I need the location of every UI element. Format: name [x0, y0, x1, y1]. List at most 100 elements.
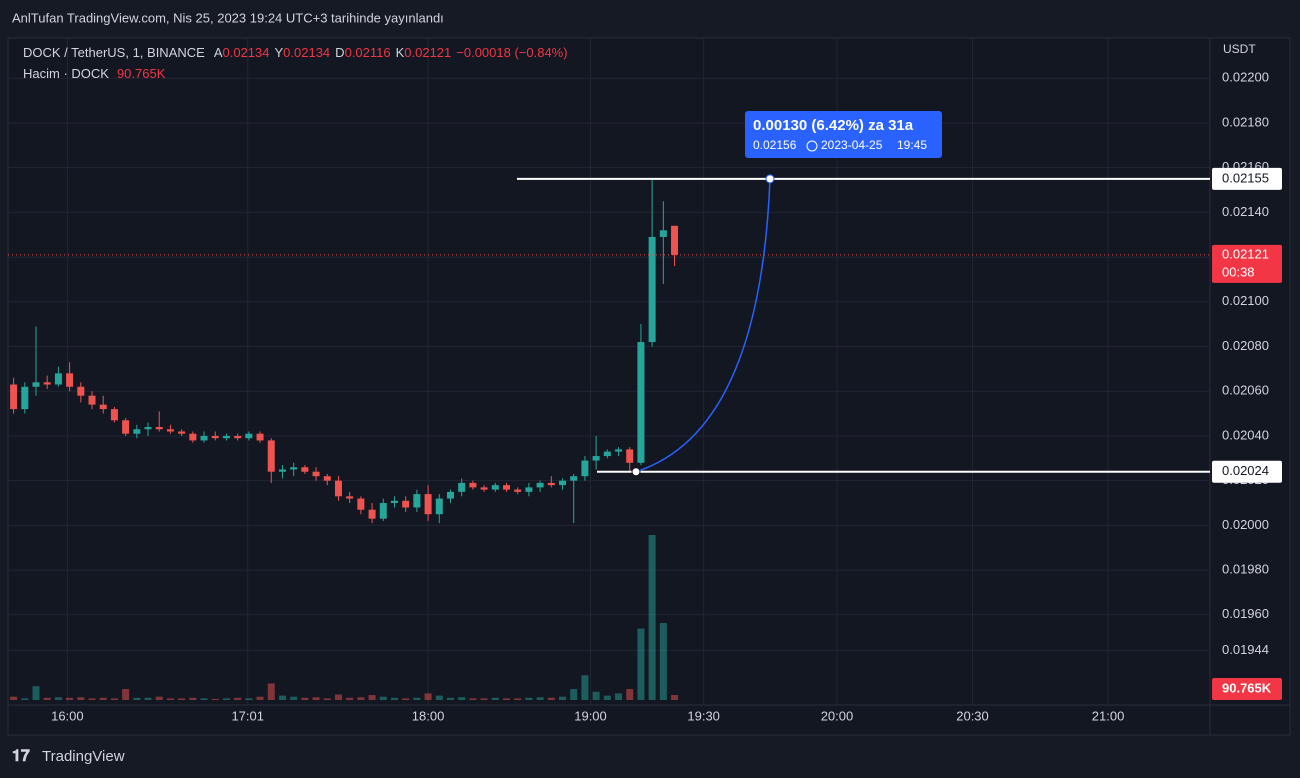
volume-bar — [446, 697, 454, 700]
line-price-badge — [1212, 460, 1282, 483]
logo: 𝟏𝟕 TradingView — [12, 748, 125, 765]
volume-bar — [88, 698, 96, 700]
candle-body — [592, 456, 600, 461]
y-tick-label: 0.01980 — [1222, 562, 1269, 577]
current-price-badge — [1212, 244, 1282, 283]
volume-bar — [480, 698, 488, 700]
grid — [8, 38, 1210, 705]
volume-bar — [166, 698, 174, 700]
candle-body — [390, 500, 398, 504]
volume-bar — [99, 697, 107, 700]
candle-body — [200, 435, 208, 441]
candle-body — [245, 433, 253, 439]
ohlc-label: D — [335, 45, 344, 60]
candle-body — [379, 503, 387, 519]
measure-box — [745, 111, 942, 158]
candle-body — [502, 485, 510, 490]
volume-bar — [290, 696, 298, 700]
candle-body — [615, 449, 623, 452]
volume-bar — [256, 696, 264, 700]
candle-body — [357, 498, 365, 510]
x-tick-label: 17:01 — [231, 708, 264, 723]
line-price: 0.02155 — [1222, 170, 1269, 185]
candle-body — [32, 382, 40, 387]
candle-body — [54, 373, 62, 385]
currency: USDT — [1223, 42, 1256, 56]
measure-text: 0.00130 (6.42%) za 31a — [753, 117, 914, 134]
candle-body — [626, 449, 634, 463]
candle-body — [413, 494, 421, 508]
line-price: 0.02024 — [1222, 463, 1269, 478]
volume-bar — [435, 695, 443, 700]
candle-body — [424, 494, 432, 515]
volume-bar — [155, 696, 163, 700]
candle-body — [178, 431, 186, 434]
candle-body — [637, 342, 645, 463]
volume-bar — [334, 694, 342, 700]
volume-bar — [222, 698, 230, 700]
candle-body — [122, 420, 130, 434]
candle-body — [603, 451, 611, 457]
candle-body — [99, 404, 107, 410]
candle-body — [267, 440, 275, 472]
candle-body — [334, 480, 342, 497]
legend-title: DOCK / TetherUS, 1, BINANCE A0.02134 Y0.02… — [23, 45, 568, 60]
volume-bar — [502, 698, 510, 700]
volume-bar — [659, 623, 667, 700]
volume-bar — [200, 698, 208, 700]
candle-body — [368, 509, 376, 519]
candle-body — [144, 427, 152, 430]
volume-bar — [267, 683, 275, 700]
volume-bar — [514, 698, 522, 700]
volume-bar — [77, 697, 85, 700]
candle-body — [346, 496, 354, 499]
volume-bar — [234, 697, 242, 700]
candle-body — [88, 395, 96, 405]
candle-body — [570, 476, 578, 481]
volume-bar — [637, 628, 645, 700]
candle-body — [222, 435, 230, 439]
candle-body — [559, 480, 567, 486]
volume-bar — [603, 695, 611, 700]
volume-bar — [648, 535, 656, 700]
candle-body — [278, 469, 286, 472]
volume-last: 90.765K — [1222, 680, 1272, 695]
volume-bar — [133, 697, 141, 700]
volume-bar — [178, 698, 186, 700]
volume-bar — [671, 695, 679, 700]
y-tick-label: 0.01960 — [1222, 606, 1269, 621]
candle-body — [290, 467, 298, 470]
volume-bar — [424, 693, 432, 700]
volume-bar — [122, 689, 130, 700]
volume-name: Hacim · DOCK — [23, 66, 109, 81]
candle-body — [446, 491, 454, 499]
volume-bar — [357, 697, 365, 700]
logo-mark: 𝟏𝟕 — [12, 748, 30, 765]
candle-body — [514, 489, 522, 492]
y-tick-label: 0.02180 — [1222, 114, 1269, 129]
candle-body — [491, 485, 499, 490]
volume-bar — [536, 697, 544, 700]
candle-body — [301, 467, 309, 472]
candle-body — [469, 482, 477, 488]
ohlc-label: A — [214, 45, 223, 60]
volume-bar — [66, 697, 74, 700]
ohlc-label: K — [396, 45, 405, 60]
candle-body — [43, 382, 51, 385]
candle-body — [77, 386, 85, 396]
volume-bar — [413, 697, 421, 700]
volume-bar — [379, 696, 387, 700]
y-tick-label: 0.02080 — [1222, 338, 1269, 353]
brand: TradingView — [42, 748, 125, 765]
measure-date: 2023-04-25 — [821, 138, 883, 152]
candle-body — [66, 373, 74, 387]
candle-body — [234, 435, 242, 439]
candle-body — [671, 225, 679, 255]
volume-bar — [32, 686, 40, 700]
candle-body — [133, 429, 141, 434]
y-tick-label: 0.02200 — [1222, 70, 1269, 85]
x-tick-label: 18:00 — [412, 708, 445, 723]
candle-body — [435, 498, 443, 515]
y-tick-label: 0.01944 — [1222, 642, 1269, 657]
